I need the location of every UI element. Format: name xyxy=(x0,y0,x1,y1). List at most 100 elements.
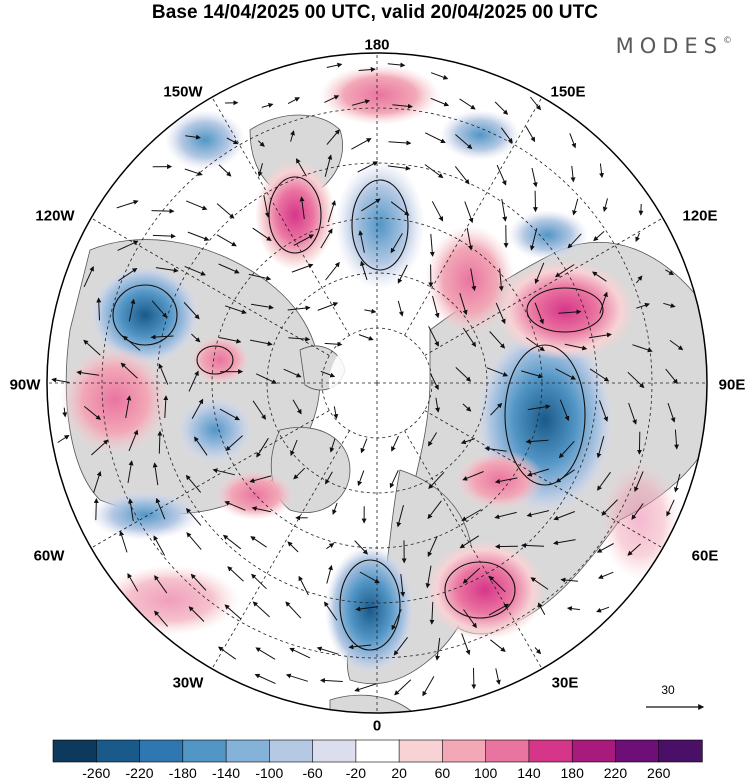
colorbar-swatch xyxy=(485,739,530,763)
colorbar-swatch xyxy=(442,739,487,763)
lon-label-90e: 90E xyxy=(718,376,746,394)
negative-anomaly xyxy=(440,110,520,160)
wind-vector xyxy=(527,404,551,411)
wind-vector xyxy=(427,500,442,520)
wind-vector xyxy=(255,373,278,384)
wind-vector xyxy=(324,95,340,103)
contour-line xyxy=(112,284,178,346)
colorbar-swatch xyxy=(398,739,444,763)
wind-vector xyxy=(490,402,503,416)
wind-vector xyxy=(83,339,101,356)
wind-vector xyxy=(127,573,139,592)
meridian-line xyxy=(91,410,330,549)
wind-vector xyxy=(455,134,473,150)
wind-vector xyxy=(489,331,506,349)
reference-vector-label: 30 xyxy=(661,683,675,697)
wind-vector xyxy=(217,646,237,660)
wind-vector xyxy=(154,575,168,594)
wind-vector xyxy=(464,201,474,224)
wind-vector xyxy=(316,646,339,655)
wind-vector xyxy=(290,130,295,142)
wind-vector xyxy=(51,377,70,383)
lon-label-180: 180 xyxy=(364,36,390,54)
wind-vector xyxy=(226,137,239,145)
contour-line xyxy=(351,179,409,271)
wind-vector xyxy=(460,438,475,445)
wind-vector xyxy=(597,471,611,491)
wind-vector xyxy=(153,535,166,556)
wind-vector xyxy=(495,302,506,325)
wind-vector xyxy=(526,510,550,518)
contour-lines xyxy=(112,176,604,651)
wind-vector xyxy=(566,606,580,612)
wind-vector xyxy=(501,199,508,222)
wind-vector xyxy=(152,233,176,239)
wind-vector xyxy=(325,471,333,485)
wind-vector xyxy=(320,228,333,249)
wind-vector xyxy=(185,134,201,140)
wind-vector xyxy=(326,543,335,550)
colorbar-swatch xyxy=(139,739,184,763)
wind-vector xyxy=(673,473,681,493)
wind-vector xyxy=(251,506,272,513)
wind-vector xyxy=(387,165,411,171)
lon-label-150e: 150E xyxy=(550,83,586,101)
positive-anomaly xyxy=(425,225,515,335)
wind-vector xyxy=(462,567,481,584)
wind-vector xyxy=(636,275,643,284)
wind-vector xyxy=(425,565,432,589)
wind-vector xyxy=(257,140,265,147)
modes-logo: MODES© xyxy=(616,34,732,58)
wind-vector xyxy=(459,98,476,110)
colorbar-tick-label: -20 xyxy=(345,765,366,781)
wind-vector xyxy=(325,261,340,281)
wind-vector xyxy=(57,434,70,443)
wind-vector xyxy=(494,101,509,115)
wind-vector xyxy=(428,326,439,347)
wind-vector xyxy=(486,367,509,377)
wind-vector xyxy=(628,402,637,425)
colorbar-swatch xyxy=(571,739,617,763)
wind-vector xyxy=(248,273,272,281)
wind-vector xyxy=(76,370,100,376)
wind-vector xyxy=(570,165,576,183)
wind-vector xyxy=(597,571,614,579)
negative-anomaly xyxy=(90,265,200,365)
wind-vector xyxy=(324,341,343,347)
wind-vector xyxy=(296,158,307,177)
wind-vector xyxy=(665,368,678,385)
colorbar-swatch xyxy=(355,739,400,763)
colorbar-tick-label: -140 xyxy=(212,765,241,781)
wind-vector xyxy=(257,163,263,177)
wind-vector xyxy=(190,573,207,591)
wind-vector xyxy=(191,398,204,420)
wind-vector xyxy=(358,67,376,73)
meridian-line xyxy=(424,410,663,549)
wind-vector xyxy=(155,497,166,520)
wind-vector xyxy=(635,232,640,243)
wind-vector xyxy=(184,168,203,176)
contour-line xyxy=(504,344,586,486)
meridian-line xyxy=(91,217,330,356)
wind-vector xyxy=(521,542,545,548)
wind-vector xyxy=(634,471,644,493)
wind-vector xyxy=(222,534,242,550)
positive-anomaly xyxy=(425,540,545,640)
wind-vector xyxy=(360,438,368,454)
lon-label-60w: 60W xyxy=(33,547,65,565)
wind-vector xyxy=(454,166,470,185)
wind-vector xyxy=(427,432,438,447)
wind-vector xyxy=(118,267,138,282)
wind-vector xyxy=(432,295,440,319)
wind-vector xyxy=(263,195,270,218)
wind-vector xyxy=(560,577,578,583)
positive-anomaly xyxy=(495,260,635,360)
wind-vector xyxy=(125,395,132,418)
map-outline xyxy=(46,52,708,714)
wind-vector xyxy=(320,370,336,378)
wind-vector xyxy=(601,499,618,516)
wind-vector xyxy=(317,302,339,311)
wind-vector xyxy=(358,230,365,253)
wind-vector xyxy=(388,140,412,146)
